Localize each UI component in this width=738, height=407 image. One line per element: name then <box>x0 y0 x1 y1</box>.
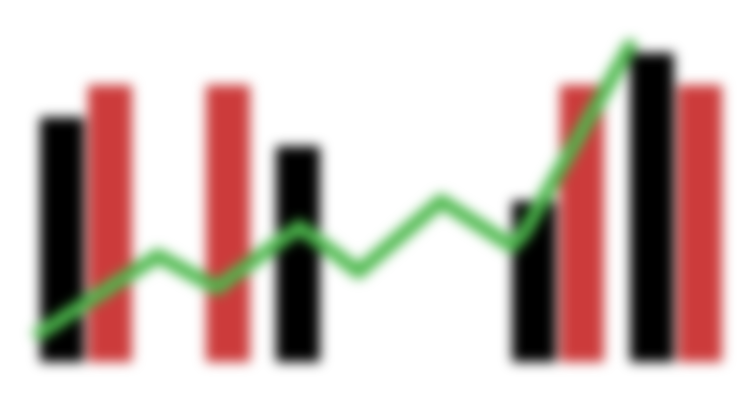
line-point-5 <box>357 270 360 273</box>
line-point-4 <box>298 225 301 228</box>
bars-layer <box>40 52 722 362</box>
bar-series1-group3 <box>276 146 320 362</box>
line-point-8 <box>522 232 525 235</box>
line-point-2 <box>157 254 159 257</box>
line-point-6 <box>440 200 443 202</box>
bar-series2-group6 <box>678 85 722 362</box>
line-point-9 <box>629 45 631 48</box>
bar-series2-group2 <box>206 85 250 362</box>
line-point-3 <box>216 286 218 289</box>
bar-series2-group1 <box>88 85 132 362</box>
line-point-7 <box>511 245 513 248</box>
line-layer <box>33 39 637 341</box>
line-point-1 <box>39 332 41 335</box>
bar-series1-group6 <box>630 52 674 362</box>
